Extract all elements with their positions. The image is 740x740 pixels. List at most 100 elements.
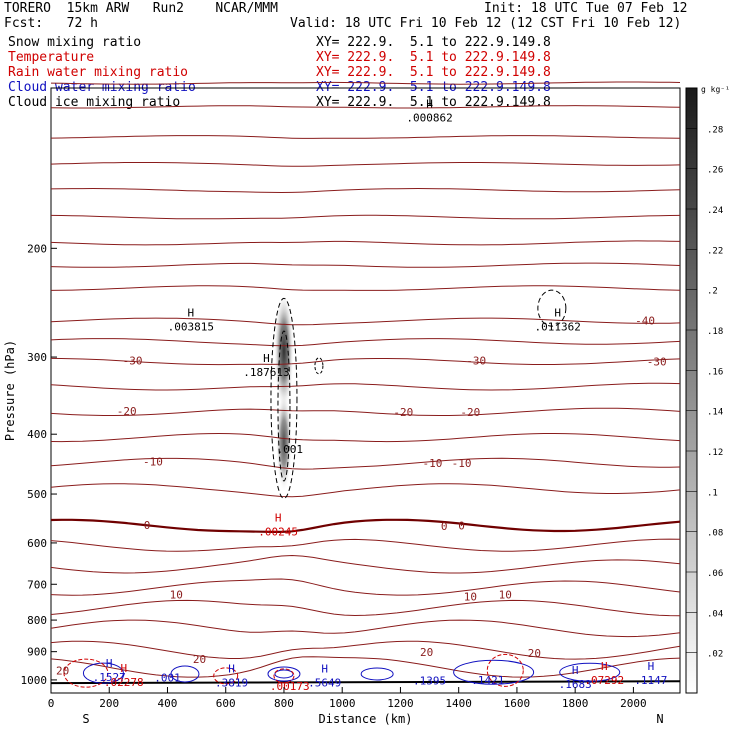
field-label-temperature: Temperature bbox=[8, 50, 95, 65]
endpoint-south: S bbox=[82, 712, 89, 726]
temperature-label: -20 bbox=[393, 406, 413, 419]
cloud-water-contour bbox=[170, 665, 200, 683]
isotherm-line bbox=[50, 457, 681, 470]
cloud-water-contour bbox=[82, 662, 124, 684]
colorbar-tick-label: .04 bbox=[707, 609, 723, 619]
x-tick-label: 1600 bbox=[504, 697, 531, 710]
moisture-contours bbox=[63, 289, 621, 688]
colorbar-tick-label: .08 bbox=[707, 529, 723, 539]
cloud-water-contour bbox=[274, 669, 294, 679]
x-tick-label: 600 bbox=[216, 697, 236, 710]
isotherm-line bbox=[50, 599, 681, 617]
temperature-label: 10 bbox=[464, 590, 477, 603]
x-tick-label: 1200 bbox=[387, 697, 414, 710]
temperature-label: -10 bbox=[143, 456, 163, 469]
max-marker: H bbox=[263, 352, 270, 365]
colorbar-tick-label: .18 bbox=[707, 327, 723, 337]
max-marker: H bbox=[120, 662, 127, 675]
valid-time: Valid: 18 UTC Fri 10 Feb 12 (12 CST Fri … bbox=[290, 16, 682, 31]
cloud-water-contour bbox=[559, 662, 621, 682]
temperature-label: 20 bbox=[56, 665, 69, 678]
max-value-label: .000862 bbox=[406, 111, 452, 124]
max-value-label: .02278 bbox=[104, 676, 144, 689]
temperature-label: 10 bbox=[170, 588, 183, 601]
x-axis-label: Distance (km) bbox=[319, 712, 413, 726]
forecast-hour: Fcst: 72 h bbox=[4, 16, 98, 31]
isotherm-line bbox=[50, 262, 681, 268]
max-value-label: .1683 bbox=[559, 678, 592, 691]
endpoint-north: N bbox=[656, 712, 663, 726]
colorbar-tick-label: .2 bbox=[707, 287, 718, 297]
colorbar-tick-label: .16 bbox=[707, 367, 723, 377]
temperature-contours bbox=[50, 81, 681, 685]
y-axis-label: Pressure (hPa) bbox=[3, 340, 17, 441]
cloud-water-contour bbox=[453, 659, 535, 685]
max-value-label: .5649 bbox=[308, 676, 341, 689]
colorbar-tick-label: .12 bbox=[707, 448, 723, 458]
temperature-label: 0 bbox=[144, 519, 151, 532]
temperature-label: -20 bbox=[117, 405, 137, 418]
ice-contour bbox=[277, 330, 291, 482]
y-tick-label: 900 bbox=[27, 646, 47, 659]
snow-contour bbox=[314, 357, 324, 375]
x-tick-label: 1400 bbox=[445, 697, 472, 710]
colorbar-tick-label: .14 bbox=[707, 408, 723, 418]
y-tick-label: 500 bbox=[27, 488, 47, 501]
max-value-label: .187613 bbox=[243, 366, 289, 379]
isotherm-line bbox=[50, 518, 681, 533]
cloud-water-contour bbox=[267, 666, 301, 682]
isotherm-line bbox=[50, 432, 681, 443]
field-label-rain: Rain water mixing ratio bbox=[8, 65, 189, 80]
isotherm-line bbox=[50, 81, 681, 85]
isotherm-line bbox=[50, 285, 681, 291]
max-marker: H bbox=[321, 662, 328, 675]
init-time: Init: 18 UTC Tue 07 Feb 12 bbox=[484, 1, 688, 16]
x-tick-label: 0 bbox=[48, 697, 55, 710]
max-marker: H bbox=[275, 511, 282, 524]
max-value-label: .00173 bbox=[270, 680, 310, 693]
isotherm-line bbox=[50, 483, 681, 498]
x-tick-label: 2000 bbox=[620, 697, 647, 710]
temperature-label: 20 bbox=[193, 653, 206, 666]
max-marker: H bbox=[572, 664, 579, 677]
rain-water-contour bbox=[273, 668, 295, 684]
max-value-label: .001 bbox=[154, 672, 181, 685]
max-value-label: .07292 bbox=[584, 674, 624, 687]
temperature-label: -30 bbox=[647, 355, 667, 368]
temperature-label: -10 bbox=[452, 457, 472, 470]
colorbar-unit: g kg⁻¹ bbox=[701, 85, 730, 94]
isotherm-line bbox=[50, 187, 681, 194]
max-marker: H bbox=[554, 307, 561, 320]
surface-line bbox=[50, 680, 681, 685]
isotherm-line bbox=[50, 105, 681, 109]
y-tick-label: 700 bbox=[27, 578, 47, 591]
colorbar-tick-label: .02 bbox=[707, 650, 723, 660]
temperature-label: 0 bbox=[441, 520, 448, 533]
colorbar-tick-label: .1 bbox=[707, 488, 718, 498]
max-value-label: .1527 bbox=[93, 671, 126, 684]
plot-frame bbox=[50, 87, 681, 694]
ice-contour bbox=[270, 297, 298, 499]
isotherm-line bbox=[50, 240, 681, 246]
colorbar-tick-label: .24 bbox=[707, 206, 723, 216]
isotherm-line bbox=[50, 640, 681, 660]
isotherm-line bbox=[50, 619, 681, 638]
cloud-water-contour bbox=[360, 667, 394, 681]
colorbar-bar bbox=[685, 87, 698, 694]
x-tick-label: 400 bbox=[158, 697, 178, 710]
temperature-label: 10 bbox=[499, 588, 512, 601]
y-tick-label: 600 bbox=[27, 537, 47, 550]
temperature-label: -30 bbox=[123, 355, 143, 368]
colorbar-tick-label: .22 bbox=[707, 246, 723, 256]
isotherm-line bbox=[50, 317, 681, 326]
isotherm-line bbox=[50, 382, 681, 391]
x-tick-label: 200 bbox=[99, 697, 119, 710]
max-value-label: .1395 bbox=[413, 674, 446, 687]
colorbar-tick-label: .26 bbox=[707, 166, 723, 176]
max-value-label: .011362 bbox=[535, 321, 581, 334]
max-marker: H bbox=[601, 660, 608, 673]
temperature-label: -40 bbox=[635, 315, 655, 328]
temperature-label: -20 bbox=[460, 406, 480, 419]
max-value-label: .1421 bbox=[471, 674, 504, 687]
